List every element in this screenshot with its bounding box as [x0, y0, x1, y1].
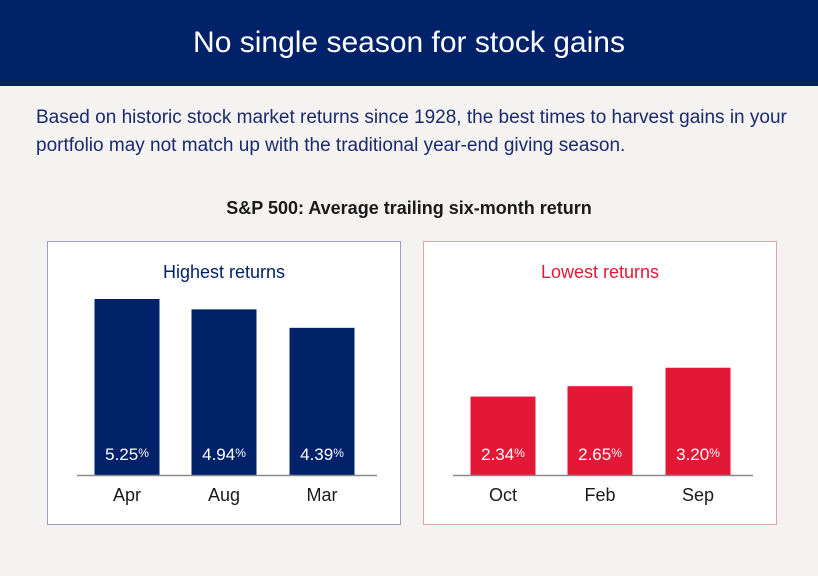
value-label-sep: 3.20% — [676, 445, 720, 464]
bar-aug — [191, 309, 257, 475]
bar-apr — [94, 299, 160, 475]
bar-oct — [470, 396, 536, 475]
bar-sep — [665, 367, 731, 475]
category-label-sep: Sep — [682, 485, 714, 505]
value-label-apr: 5.25% — [105, 445, 149, 464]
value-label-mar: 4.39% — [300, 445, 344, 464]
highest-returns-chart: 5.25% Apr 4.94% Aug 4.39% Mar — [77, 299, 377, 505]
panel-title-highest: Highest returns — [162, 262, 286, 282]
category-label-aug: Aug — [208, 485, 240, 505]
value-label-aug: 4.94% — [202, 445, 246, 464]
header-banner: No single season for stock gains — [0, 0, 818, 86]
panel-title-lowest: Lowest returns — [540, 262, 660, 282]
highest-returns-panel: Highest returns 5.25% Apr 4.94% Aug 4.39% Mar — [47, 241, 401, 525]
category-label-oct: Oct — [489, 485, 517, 505]
value-label-oct: 2.34% — [481, 445, 525, 464]
category-label-feb: Feb — [584, 485, 615, 505]
category-label-mar: Mar — [307, 485, 338, 505]
bar-mar — [289, 327, 355, 475]
lowest-returns-panel: Lowest returns 2.34% Oct 2.65% Feb 3.20% Sep — [423, 241, 777, 525]
bar-feb — [567, 386, 633, 475]
category-label-apr: Apr — [113, 485, 141, 505]
value-label-feb: 2.65% — [578, 445, 622, 464]
lowest-returns-chart: 2.34% Oct 2.65% Feb 3.20% Sep — [453, 367, 753, 505]
page-title: No single season for stock gains — [193, 26, 625, 59]
intro-text: Based on historic stock market returns s… — [36, 107, 787, 156]
chart-title: S&P 500: Average trailing six-month retu… — [226, 198, 592, 218]
